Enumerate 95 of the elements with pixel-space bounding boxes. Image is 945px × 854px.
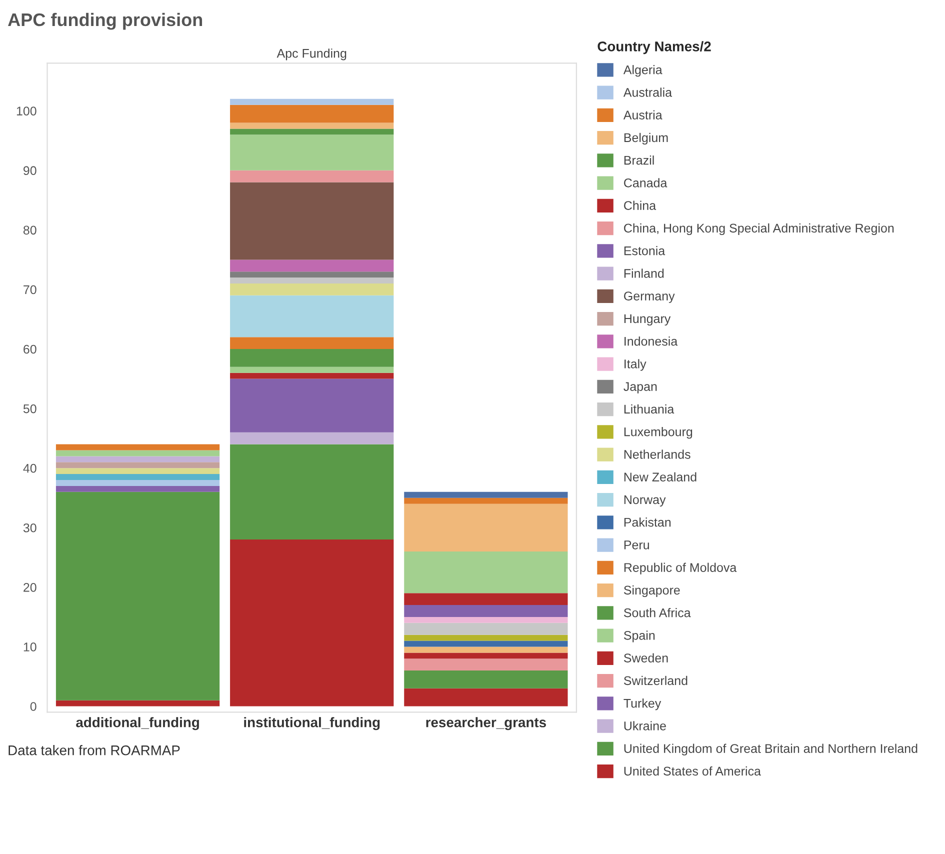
y-tick-label: 80 (23, 226, 36, 235)
bar (56, 700, 220, 706)
bar (404, 688, 568, 706)
bar (230, 284, 394, 296)
legend-label: Ukraine (624, 721, 666, 730)
legend-label: Norway (624, 495, 666, 507)
bar (404, 492, 568, 498)
legend-label: Canada (624, 178, 668, 188)
bar (404, 616, 568, 623)
legend-label: South Africa (624, 608, 691, 618)
bar (230, 104, 394, 123)
bar (230, 295, 394, 338)
legend-label: New Zealand (624, 472, 696, 482)
legend-label: Turkey (624, 698, 662, 710)
y-tick-label: 90 (24, 166, 36, 176)
bar (404, 605, 568, 617)
x-tick-label: institutional_funding (244, 717, 380, 730)
legend-label: Hungary (624, 314, 671, 326)
bar (230, 378, 394, 432)
y-tick-label: 50 (23, 404, 36, 414)
bar (404, 504, 568, 552)
y-tick-label: 20 (24, 582, 36, 592)
bar (230, 337, 394, 350)
bar (230, 272, 394, 278)
bar (404, 670, 568, 688)
legend-label: Germany (624, 292, 675, 303)
bar (404, 658, 568, 671)
legend-label: Netherlands (624, 450, 690, 459)
legend-label: Lithuania (624, 404, 674, 414)
legend-label: Italy (624, 359, 646, 371)
legend-label: United Kingdom of Great Britain and Northern Ireland (624, 744, 918, 756)
legend-label: Luxembourg (624, 427, 692, 439)
legend-label: Australia (623, 88, 672, 97)
bar (56, 474, 220, 480)
legend-label: Finland (624, 268, 664, 278)
x-tick-label: researcher_grants (426, 717, 546, 730)
bar (230, 444, 394, 540)
bar (56, 492, 220, 700)
legend-label: Indonesia (624, 336, 678, 346)
bar (230, 260, 394, 272)
bar (56, 450, 220, 456)
legend-label: Brazil (624, 156, 654, 165)
bar (56, 480, 220, 486)
legend-label: Singapore (624, 585, 680, 598)
legend-label: Republic of Moldova (624, 562, 737, 574)
y-tick-label: 30 (23, 523, 36, 532)
bar (230, 349, 394, 367)
bar (404, 622, 568, 635)
bar (56, 444, 220, 450)
y-tick-label: 70 (24, 285, 36, 294)
legend-label: Japan (624, 382, 657, 394)
legend-label: Algeria (623, 65, 662, 77)
y-tick-label: 10 (24, 642, 36, 652)
bar (404, 640, 568, 647)
y-tick-label: 100 (16, 106, 36, 116)
legend-label: Estonia (624, 246, 666, 256)
legend-label: Belgium (624, 132, 668, 145)
legend-label: Sweden (624, 653, 668, 662)
legend-label: China, Hong Kong Special Administrative Region (624, 223, 894, 236)
bar (230, 182, 394, 260)
bar (404, 498, 568, 504)
bar (56, 486, 220, 492)
y-tick-label: 40 (23, 464, 36, 473)
bar (404, 634, 568, 641)
bar (56, 468, 220, 474)
text: Data taken from ROARMAP (8, 745, 180, 756)
bar (230, 366, 394, 373)
bar (230, 98, 394, 105)
y-tick-label: 60 (24, 344, 36, 354)
bar (404, 646, 568, 653)
bar (404, 551, 568, 594)
bar (230, 278, 394, 284)
legend-label: Spain (624, 630, 655, 642)
bar (404, 593, 568, 606)
legend-title: Country Names/2 (598, 41, 711, 54)
bar (230, 134, 394, 170)
legend-label: Austria (623, 110, 662, 120)
legend-label: United States of America (624, 766, 761, 776)
bar (230, 372, 394, 379)
chart-subtitle: Apc Funding (276, 48, 346, 60)
bar (56, 456, 220, 462)
bar (230, 170, 394, 182)
legend-label: Pakistan (624, 518, 671, 527)
bar (230, 122, 394, 129)
bar (230, 432, 394, 444)
bar (230, 540, 394, 706)
y-tick-label: 0 (30, 702, 36, 711)
bar (230, 128, 394, 135)
bar (56, 462, 220, 468)
bar (404, 652, 568, 659)
legend-label: Switzerland (624, 676, 688, 686)
x-tick-label: additional_funding (76, 717, 199, 730)
legend-label: Peru (624, 540, 649, 550)
chart-title: APC funding provision (8, 12, 202, 30)
legend-label: China (624, 200, 656, 210)
